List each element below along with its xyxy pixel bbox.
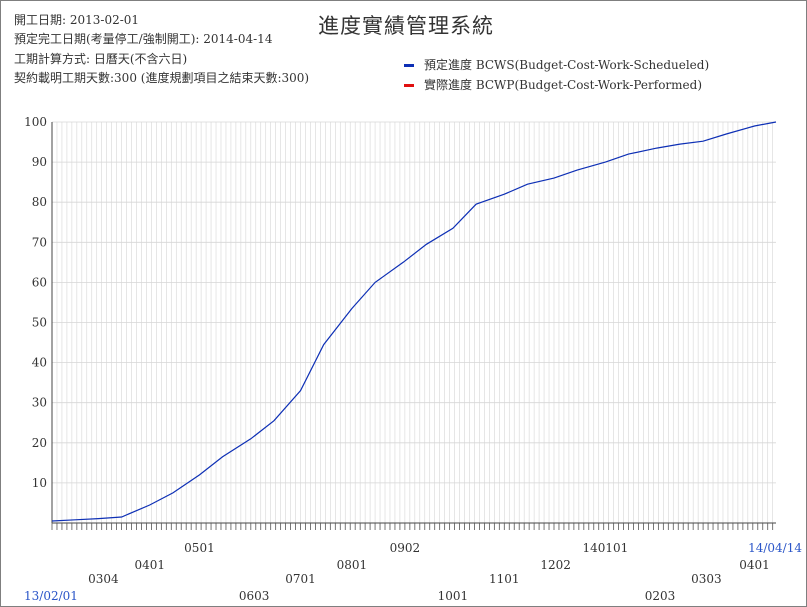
y-tick-label: 80: [32, 195, 47, 209]
series-line-0: [52, 122, 776, 521]
x-tick-label: 0501: [184, 541, 215, 555]
x-tick-label: 0701: [285, 572, 316, 586]
y-tick-label: 40: [32, 356, 47, 370]
x-tick-label: 14/04/14: [748, 541, 802, 555]
x-tick-label: 13/02/01: [24, 589, 78, 603]
y-tick-label: 60: [32, 275, 47, 289]
x-tick-label: 0304: [88, 572, 119, 586]
x-tick-label: 1101: [489, 572, 520, 586]
y-tick-label: 50: [32, 316, 47, 330]
x-tick-label: 0801: [337, 558, 368, 572]
y-tick-label: 30: [32, 396, 47, 410]
x-tick-label: 0303: [691, 572, 722, 586]
x-tick-label: 0401: [134, 558, 165, 572]
y-tick-label: 70: [32, 235, 47, 249]
y-tick-label: 10: [32, 476, 47, 490]
x-tick-label: 140101: [582, 541, 628, 555]
y-tick-label: 20: [32, 436, 47, 450]
x-tick-label: 0401: [739, 558, 770, 572]
x-tick-label: 0603: [239, 589, 270, 603]
x-tick-label: 1202: [540, 558, 571, 572]
x-tick-label: 0203: [645, 589, 676, 603]
x-tick-label: 0902: [390, 541, 421, 555]
y-tick-label: 90: [32, 155, 47, 169]
y-tick-label: 100: [24, 115, 47, 129]
x-tick-label: 1001: [438, 589, 469, 603]
